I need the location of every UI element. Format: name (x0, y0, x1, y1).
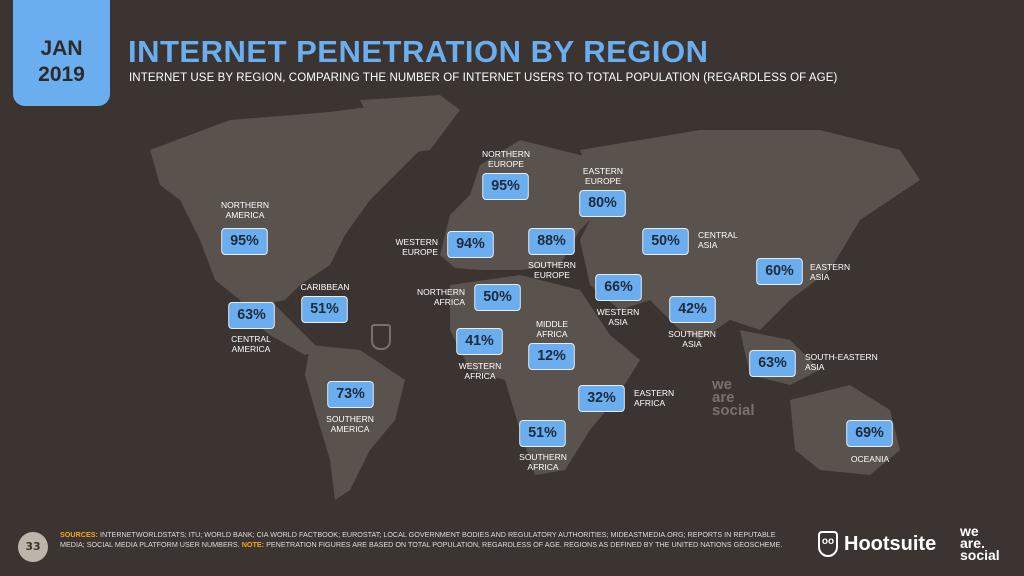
sources-note: SOURCES: INTERNETWORLDSTATS; ITU; WORLD … (60, 530, 800, 550)
note-text: PENETRATION FIGURES ARE BASED ON TOTAL P… (264, 540, 783, 549)
region-value-eastern-europe: 80% (579, 190, 626, 217)
region-label-eastern-africa: EASTERN AFRICA (634, 388, 675, 408)
region-label-southern-africa: SOUTHERN AFRICA (519, 452, 567, 472)
region-value-western-asia: 66% (595, 274, 642, 301)
date-tab: JAN 2019 (13, 0, 110, 106)
page-subtitle: INTERNET USE BY REGION, COMPARING THE NU… (129, 72, 838, 84)
date-month: JAN (40, 37, 83, 60)
page-title: INTERNET PENETRATION BY REGION (128, 34, 709, 69)
region-label-oceania: OCEANIA (850, 454, 890, 464)
hootsuite-owl-watermark-icon (371, 324, 391, 350)
region-label-western-africa: WESTERN AFRICA (458, 361, 502, 381)
sources-text: INTERNETWORLDSTATS; ITU; WORLD BANK; CIA… (60, 530, 776, 549)
date-year: 2019 (38, 63, 85, 86)
region-value-caribbean: 51% (301, 296, 348, 323)
note-label: NOTE: (241, 540, 265, 549)
region-label-northern-africa: NORTHERN AFRICA (416, 287, 465, 307)
africa-landmass (450, 275, 640, 475)
region-label-eastern-europe: EASTERN EUROPE (582, 166, 624, 186)
region-label-western-europe: WESTERN EUROPE (395, 237, 439, 257)
greenland-landmass (360, 95, 460, 155)
region-label-eastern-asia: EASTERN ASIA (810, 262, 851, 282)
region-label-southern-europe: SOUTHERN EUROPE (528, 260, 576, 280)
region-label-caribbean: CARIBBEAN (300, 282, 350, 292)
region-value-eastern-asia: 60% (756, 258, 803, 285)
region-value-western-africa: 41% (456, 328, 503, 355)
region-value-eastern-africa: 32% (578, 385, 625, 412)
owl-icon: oo (818, 531, 838, 557)
region-label-middle-africa: MIDDLE AFRICA (535, 319, 569, 339)
region-value-southern-asia: 42% (669, 296, 716, 323)
sources-label: SOURCES: (60, 530, 98, 539)
region-value-northern-europe: 95% (482, 173, 529, 200)
region-label-central-america: CENTRAL AMERICA (231, 334, 271, 354)
page-number: 33 (18, 532, 48, 562)
region-value-southern-america: 73% (327, 381, 374, 408)
region-label-western-asia: WESTERN ASIA (596, 307, 640, 327)
hootsuite-logo: oo Hootsuite (818, 531, 936, 557)
region-value-northern-africa: 50% (474, 284, 521, 311)
australia-landmass (790, 385, 900, 475)
region-value-south-eastern-asia: 63% (749, 350, 796, 377)
region-label-south-eastern-asia: SOUTH-EASTERN ASIA (805, 352, 878, 372)
asia-landmass (580, 130, 920, 340)
region-value-northern-america: 95% (221, 228, 268, 255)
region-label-central-asia: CENTRAL ASIA (698, 230, 738, 250)
we-are-social-logo: we are. social (960, 523, 1000, 563)
region-value-central-asia: 50% (642, 228, 689, 255)
region-value-central-america: 63% (228, 302, 275, 329)
hootsuite-wordmark: Hootsuite (844, 532, 937, 555)
region-label-southern-america: SOUTHERN AMERICA (326, 414, 374, 434)
region-label-southern-asia: SOUTHERN ASIA (668, 329, 716, 349)
region-value-southern-africa: 51% (519, 420, 566, 447)
we-are-social-watermark: we are social (712, 376, 755, 419)
region-value-western-europe: 94% (447, 231, 494, 258)
region-label-northern-america: NORTHERN AMERICA (220, 200, 270, 220)
region-value-middle-africa: 12% (528, 343, 575, 370)
region-value-oceania: 69% (846, 420, 893, 447)
region-value-southern-europe: 88% (528, 228, 575, 255)
region-label-northern-europe: NORTHERN EUROPE (481, 149, 531, 169)
